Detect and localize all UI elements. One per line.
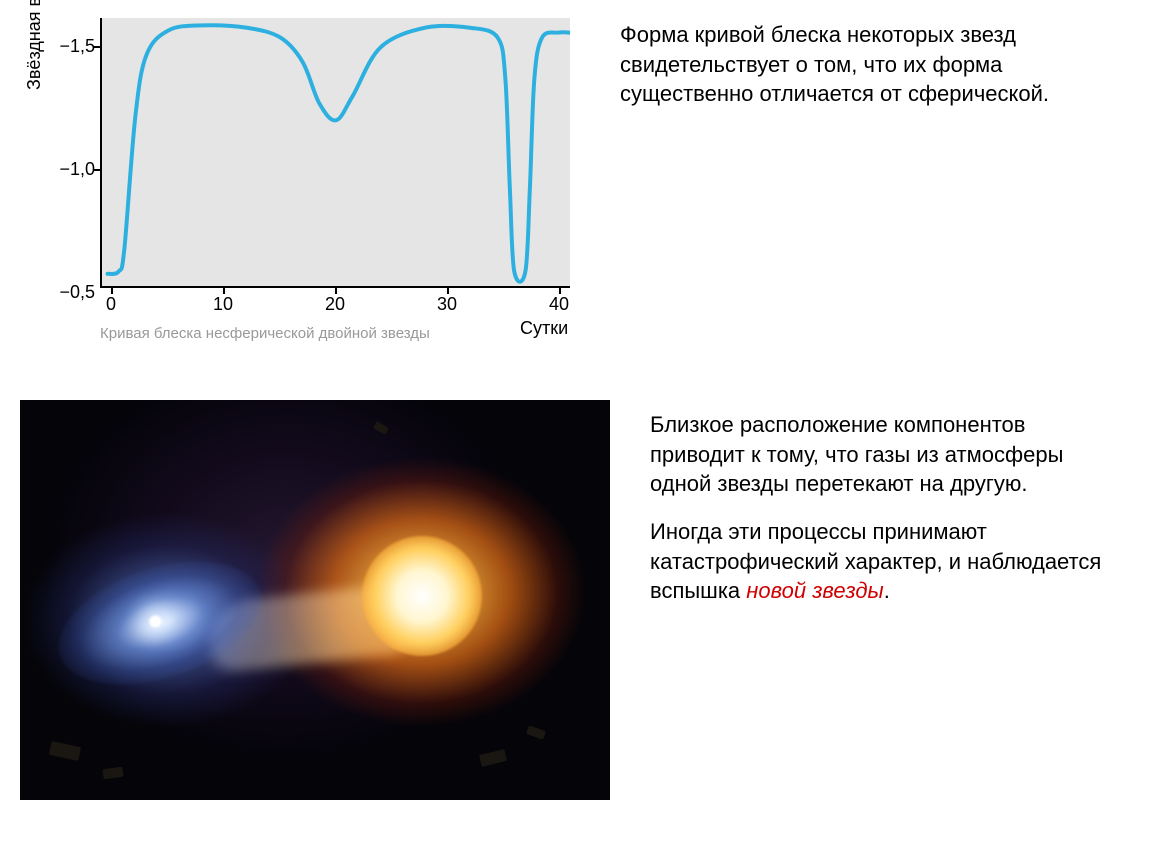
bottom-p2-emphasis: новой звезды [746,578,883,603]
plot-area [100,18,570,288]
bottom-section: Близкое расположение компонентов приводи… [0,400,1150,800]
light-curve-line [108,25,570,282]
bottom-paragraph-2: Иногда эти процессы принимают катастрофи… [650,517,1110,606]
bottom-p2-part-b: . [884,578,890,603]
x-axis-label: Сутки [520,318,568,339]
chart-caption: Кривая блеска несферической двойной звез… [100,325,430,342]
x-tickmark-1 [223,288,225,294]
x-tick-3: 30 [427,294,467,315]
y-tick-0: −1,5 [50,36,95,57]
x-tickmark-4 [559,288,561,294]
top-paragraph: Форма кривой блеска некоторых звезд свид… [590,0,1150,370]
curve-svg [102,18,570,286]
binary-star-illustration [20,400,610,800]
bottom-paragraph-1: Близкое расположение компонентов приводи… [650,410,1110,499]
x-tickmark-2 [335,288,337,294]
x-tickmark-0 [111,288,113,294]
x-tick-4: 40 [539,294,579,315]
y-tick-1: −1,0 [50,159,95,180]
x-tickmark-3 [447,288,449,294]
light-curve-chart: Звёздная величина −1,5 −1,0 −0,5 0 10 20… [20,10,580,330]
y-tick-2: −0,5 [50,282,95,303]
chart-container: Звёздная величина −1,5 −1,0 −0,5 0 10 20… [0,0,590,370]
bottom-text-block: Близкое расположение компонентов приводи… [610,400,1150,800]
x-tick-0: 0 [91,294,131,315]
x-tick-1: 10 [203,294,243,315]
donor-star [362,536,482,656]
x-tick-2: 20 [315,294,355,315]
y-axis-label: Звёздная величина [24,0,45,90]
top-section: Звёздная величина −1,5 −1,0 −0,5 0 10 20… [0,0,1150,370]
